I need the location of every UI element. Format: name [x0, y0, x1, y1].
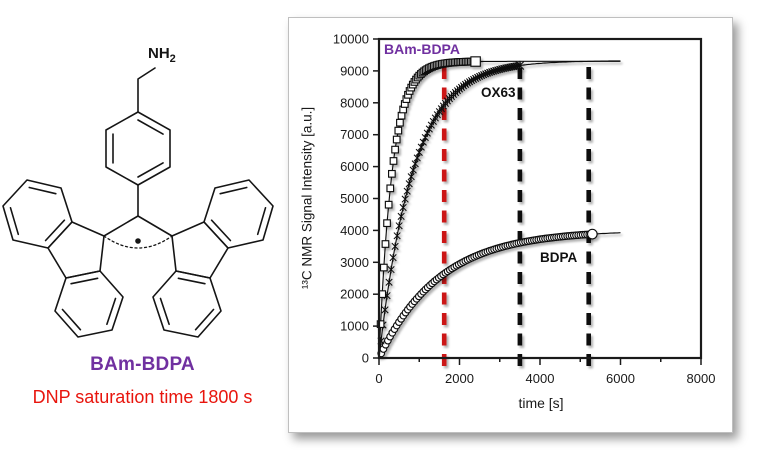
svg-text:2000: 2000: [340, 287, 369, 302]
svg-text:6000: 6000: [606, 371, 635, 386]
svg-text:8000: 8000: [340, 95, 369, 110]
svg-text:5000: 5000: [340, 191, 369, 206]
amine-label-prefix: NH: [148, 45, 170, 62]
svg-text:4000: 4000: [340, 223, 369, 238]
series-BAm-BDPA: [376, 56, 621, 359]
svg-text:0: 0: [362, 351, 369, 366]
molecule-caption: DNP saturation time 1800 s: [32, 387, 253, 407]
svg-text:4000: 4000: [526, 371, 555, 386]
series-OX63: [377, 60, 621, 359]
left-fluorene: [2, 179, 124, 338]
data-series: [376, 56, 621, 359]
series-BDPA: [377, 228, 621, 359]
svg-text:1000: 1000: [340, 319, 369, 334]
molecule-panel: NH2 BAm-BDPA DNP saturation time 1800 s: [0, 0, 285, 468]
molecule-name-label: BAm-BDPA: [90, 354, 195, 375]
series-label-ox63: OX63: [481, 85, 516, 100]
svg-text:7000: 7000: [340, 127, 369, 142]
central-carbon-bonds: [103, 184, 173, 237]
aminomethyl-bond: [137, 67, 156, 113]
svg-text:6000: 6000: [340, 159, 369, 174]
right-fluorene: [152, 179, 274, 338]
molecule-structure: [2, 67, 274, 338]
plot-frame: [377, 37, 703, 360]
svg-text:2000: 2000: [445, 371, 474, 386]
y-axis-title: ¹³C NMR Signal Intensity [a.u.]: [299, 106, 315, 290]
amine-label-subscript: 2: [169, 53, 176, 65]
saturation-time-vlines: [441, 61, 592, 366]
amine-label: NH2: [148, 45, 176, 65]
svg-text:9000: 9000: [340, 63, 369, 78]
phenyl-ring: [105, 111, 171, 186]
delocalization-arc: [103, 235, 173, 249]
x-axis-title: time [s]: [518, 395, 564, 411]
svg-text:10000: 10000: [333, 32, 369, 47]
svg-text:0: 0: [375, 371, 382, 386]
series-label-bdpa: BDPA: [540, 250, 578, 265]
radical-dot: [135, 238, 141, 244]
nmr-buildup-chart: 0 1000 2000 3000 4000 5000 6000 7000 8000 9000 100…: [333, 32, 716, 387]
chart-card: 0 1000 2000 3000 4000 5000 6000 7000 8000 9000 100…: [288, 17, 733, 433]
axis-ticks: 0 1000 2000 3000 4000 5000 6000 7000 8000 9000 100…: [333, 32, 716, 387]
svg-text:8000: 8000: [687, 371, 716, 386]
series-label-bam-bdpa: BAm-BDPA: [384, 41, 460, 57]
svg-text:3000: 3000: [340, 255, 369, 270]
